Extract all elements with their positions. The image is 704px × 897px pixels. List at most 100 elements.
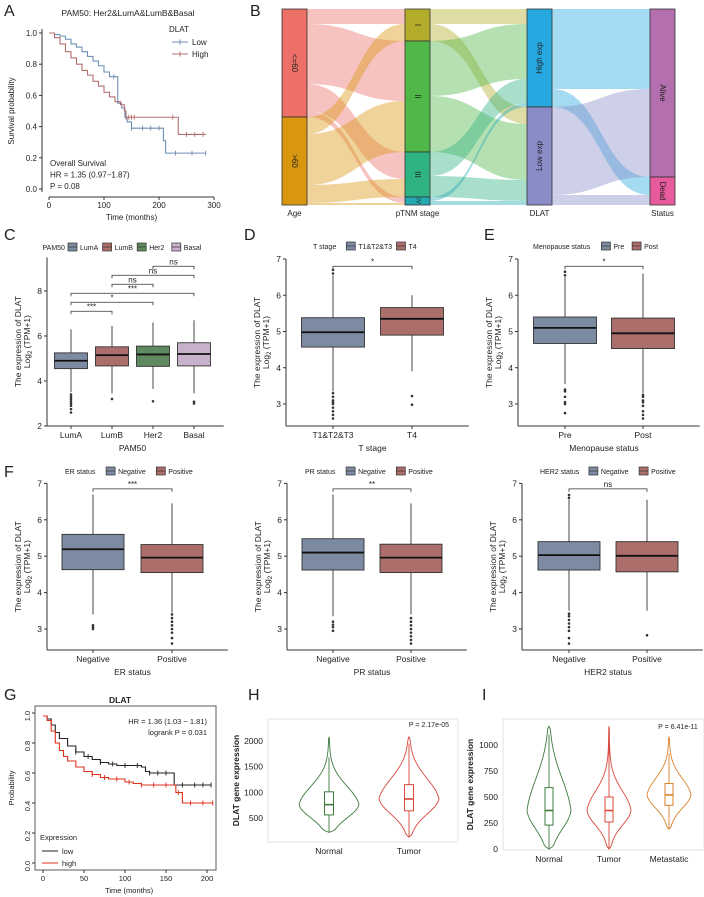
panel-label: I — [482, 687, 486, 704]
plot-panel — [267, 718, 459, 843]
panel-label: H — [248, 687, 260, 704]
y-tick-label: 2 — [37, 421, 42, 431]
box-iqr — [301, 538, 365, 571]
y-tick-label: 0.0 — [26, 185, 38, 194]
y-axis-label: The expression of DLATLog2 (TPM+1) — [252, 297, 273, 388]
outlier-point — [331, 417, 335, 420]
box-negative — [537, 493, 601, 645]
outlier-point — [563, 411, 567, 415]
box-iqr — [136, 345, 170, 367]
link-le60-to-II — [307, 24, 405, 101]
outlier-point — [331, 406, 335, 409]
x-tick-label: 200 — [201, 874, 214, 883]
outlier-point — [641, 404, 645, 408]
outlier-point — [409, 624, 413, 627]
outlier-point — [563, 390, 567, 393]
outlier-point — [331, 620, 335, 624]
y-tick-label: 4 — [37, 588, 42, 598]
y-axis-label-subscript: 2 — [503, 575, 509, 579]
y-tick-label: 5 — [512, 551, 517, 561]
node-alive — [649, 8, 676, 178]
link-Low-to-Dead — [552, 195, 650, 205]
node-label: High exp — [535, 42, 544, 74]
boxplot-pr-status: 3 4 5 6 7 The expression of DLATLog2 (TPM+1) N… — [253, 466, 467, 677]
outlier-point — [645, 633, 649, 637]
x-tick-label: Negative — [552, 654, 586, 664]
significance-bracket — [332, 265, 413, 270]
y-tick-label: 3 — [508, 399, 513, 409]
survival-curve-low — [43, 715, 212, 786]
y-tick-label: 500 — [484, 792, 498, 802]
x-tick-label: LumA — [60, 430, 83, 440]
outlier-point — [567, 642, 571, 645]
x-tick-label: Normal — [535, 854, 563, 864]
survival-curve-high — [43, 715, 213, 804]
node-label: IV — [415, 198, 421, 204]
outlier-point — [331, 629, 335, 633]
outlier-point — [409, 631, 413, 634]
violin-metastatic — [646, 736, 692, 830]
link-Low-to-Alive — [552, 89, 650, 195]
legend-item: T1&T2&T3 — [345, 241, 392, 251]
legend-label: LumB — [115, 245, 134, 252]
y-axis-label: The expression of DLATLog2 (TPM+1) — [13, 521, 34, 612]
significance-bracket — [564, 265, 644, 270]
x-tick-label: T4 — [407, 430, 417, 440]
significance-label: ns — [128, 275, 136, 284]
legend-label: Pre — [613, 244, 624, 251]
link-IV-to-Low — [430, 201, 527, 205]
x-tick-label: Metastatic — [650, 854, 689, 864]
outlier-point — [641, 417, 645, 420]
significance-label: ns — [604, 480, 612, 489]
y-axis-label-subscript: 2 — [267, 351, 273, 355]
violin-outline — [378, 735, 440, 838]
node-gt60 — [281, 116, 308, 206]
outlier-point — [409, 627, 413, 631]
axis-label: Age — [287, 209, 302, 218]
violin-normal — [298, 736, 360, 833]
significance-label: * — [602, 257, 605, 266]
outlier-point — [409, 638, 413, 642]
outlier-point — [641, 395, 645, 399]
outlier-point — [641, 400, 645, 404]
outlier-point — [170, 616, 174, 620]
x-tick-label: Her2 — [144, 430, 163, 440]
y-tick-label: 5 — [277, 551, 282, 561]
annotation: HR = 1.36 (1.03 − 1.81) — [128, 717, 207, 726]
km-plot: 0.0 0.2 0.4 0.6 0.8 1.0 0 50 100 150 200 Time (mont… — [7, 695, 217, 895]
outlier-point — [331, 400, 335, 404]
node-ii — [404, 40, 431, 153]
y-axis-label-unit: (TPM+1) — [261, 316, 271, 352]
node-dead — [649, 176, 676, 206]
y-tick-label: 3 — [276, 399, 281, 409]
box-iqr — [615, 541, 679, 573]
legend-item: Post — [631, 241, 658, 251]
outlier-point — [641, 409, 645, 413]
x-tick-label: 0 — [47, 201, 52, 210]
outlier-point — [563, 274, 567, 277]
node-label: I — [413, 24, 422, 26]
y-tick-label: 4 — [508, 363, 513, 373]
outlier-point — [331, 272, 335, 275]
outlier-point — [409, 634, 413, 638]
box-t1-t2-t3 — [301, 268, 365, 420]
y-axis-label: The expression of DLATLog2 (TPM+1) — [484, 297, 505, 388]
y-tick-label: 1.0 — [26, 29, 38, 38]
y-axis-label-unit: (TPM+1) — [493, 316, 503, 352]
x-tick-label: 50 — [80, 874, 88, 883]
link-II-to-Low — [430, 96, 527, 180]
outlier-point — [192, 400, 196, 404]
x-tick-label: Post — [634, 430, 652, 440]
y-tick-label: 0.6 — [23, 771, 32, 781]
link-le60-to-I — [307, 9, 405, 24]
node-label: >60 — [290, 154, 299, 168]
outlier-point — [409, 642, 413, 645]
y-axis-label: The expression of DLATLog2 (TPM+1) — [488, 521, 509, 612]
outlier-point — [563, 400, 567, 404]
boxplot-menopause-status: 3 4 5 6 7 The expression of DLATLog2 (TPM+1) P… — [484, 241, 700, 453]
chart-title: DLAT — [109, 695, 132, 705]
y-tick-label: 6 — [276, 290, 281, 300]
legend-title: PAM50 — [43, 245, 66, 252]
outlier-point — [331, 395, 335, 399]
